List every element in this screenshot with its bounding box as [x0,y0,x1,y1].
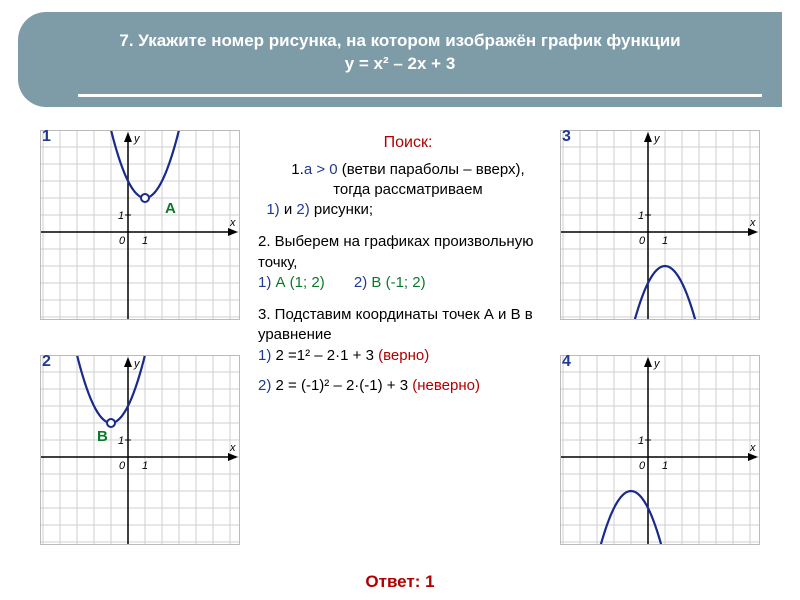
header-rule [78,94,762,97]
svg-text:0: 0 [639,235,646,247]
spacer2 [258,293,558,305]
eq2-verdict: (неверно) [412,377,480,394]
eq1-body: 2 =1² – 2·1 + 3 [271,347,378,364]
step1-line3: 1) и 2) рисунки; [258,200,558,220]
svg-text:1: 1 [638,435,644,447]
eq2-pref: 2) [258,377,271,394]
svg-text:1: 1 [662,235,668,247]
step1-tail: рисунки; [310,201,373,218]
step1-b: (ветви параболы – вверх), [338,161,525,178]
chart-2: 2 B 0 1 1 y x [40,355,240,550]
svg-text:y: y [653,358,661,370]
eq2-body: 2 = (-1)² – 2·(-1) + 3 [271,377,412,394]
svg-text:1: 1 [662,460,668,472]
svg-text:1: 1 [142,460,148,472]
answer: Ответ: 1 [0,572,800,592]
chart-4-number: 4 [562,353,571,371]
svg-text:y: y [133,133,141,145]
svg-text:0: 0 [119,235,126,247]
chart-4: 4 0 1 1 y x [560,355,760,550]
svg-text:y: y [133,358,141,370]
eq2: 2) 2 = (-1)² – 2·(-1) + 3 (неверно) [258,376,558,396]
step1-d2: 2) [296,201,309,218]
header-line2: y = x² – 2x + 3 [48,53,752,76]
charts-left-column: 1 A 0 1 1 y x 2 B 0 1 1 y x [40,130,240,580]
chart-1-number: 1 [42,128,51,146]
pB-pref: 2) [354,274,367,291]
svg-text:x: x [749,442,756,454]
eq1: 1) 2 =1² – 2·1 + 3 (верно) [258,346,558,366]
step1-and: и [280,201,297,218]
pA: А (1; 2) [271,274,324,291]
chart-1-svg: 0 1 1 y x [40,130,240,320]
point-label-b: B [97,428,108,445]
step2: 2. Выберем на графиках произвольную точк… [258,232,558,273]
svg-text:x: x [749,217,756,229]
chart-3-number: 3 [562,128,571,146]
explanation: Поиск: 1.а > 0 (ветви параболы – вверх),… [258,132,558,396]
svg-text:1: 1 [142,235,148,247]
chart-4-svg: 0 1 1 y x [560,355,760,545]
chart-1: 1 A 0 1 1 y x [40,130,240,325]
chart-3-svg: 0 1 1 y x [560,130,760,320]
eq1-pref: 1) [258,347,271,364]
chart-3: 3 0 1 1 y x [560,130,760,325]
slide-header: 7. Укажите номер рисунка, на котором изо… [18,12,782,107]
svg-text:0: 0 [119,460,126,472]
points-line: 1) А (1; 2) 2) В (-1; 2) [258,273,558,293]
search-title: Поиск: [258,132,558,154]
pA-pref: 1) [258,274,271,291]
point-label-a: A [165,200,176,217]
spacer [258,220,558,232]
charts-right-column: 3 0 1 1 y x 4 0 1 1 y x [560,130,760,580]
svg-text:x: x [229,217,236,229]
spacer3 [258,366,558,376]
svg-text:x: x [229,442,236,454]
svg-text:1: 1 [118,210,124,222]
step1-d1: 1) [266,201,279,218]
step3: 3. Подставим координаты точек А и В в ур… [258,305,558,346]
step1-line2: тогда рассматриваем [258,180,558,200]
pB: В (-1; 2) [367,274,425,291]
step1-a: а > 0 [304,161,338,178]
svg-text:0: 0 [639,460,646,472]
step1-line1: 1.а > 0 (ветви параболы – вверх), [258,160,558,180]
svg-text:1: 1 [638,210,644,222]
chart-2-svg: 0 1 1 y x [40,355,240,545]
svg-text:1: 1 [118,435,124,447]
chart-2-number: 2 [42,353,51,371]
svg-text:y: y [653,133,661,145]
header-line1: 7. Укажите номер рисунка, на котором изо… [48,30,752,53]
eq1-verdict: (верно) [378,347,429,364]
